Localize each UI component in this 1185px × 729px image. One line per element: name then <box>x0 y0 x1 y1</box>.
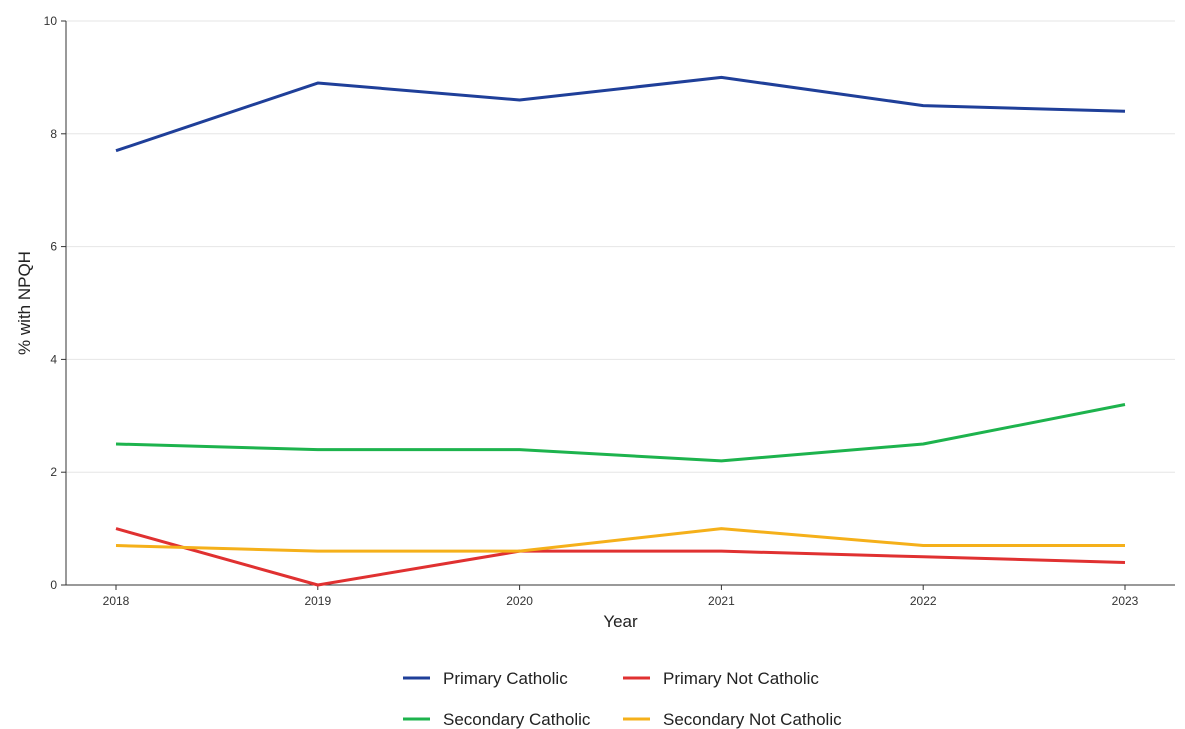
legend-item-secondary-not-catholic: Secondary Not Catholic <box>623 710 842 729</box>
legend-label: Secondary Not Catholic <box>663 710 842 729</box>
x-tick-label: 2021 <box>708 594 735 608</box>
x-tick-label: 2020 <box>506 594 533 608</box>
y-tick-label: 0 <box>50 578 57 592</box>
series-lines <box>116 77 1125 585</box>
series-line-primary-not-catholic <box>116 529 1125 585</box>
y-axis-title: % with NPQH <box>15 251 34 355</box>
legend-item-primary-not-catholic: Primary Not Catholic <box>623 669 819 688</box>
series-secondary-not-catholic <box>116 529 1125 552</box>
y-tick-label: 10 <box>44 14 58 28</box>
y-tick-label: 8 <box>50 127 57 141</box>
y-tick-label: 2 <box>50 465 57 479</box>
axes <box>66 21 1175 585</box>
legend-label: Primary Not Catholic <box>663 669 819 688</box>
series-line-secondary-not-catholic <box>116 529 1125 552</box>
legend-label: Secondary Catholic <box>443 710 591 729</box>
legend-item-primary-catholic: Primary Catholic <box>403 669 568 688</box>
x-tick-label: 2022 <box>910 594 937 608</box>
x-axis-ticks: 2018 2019 2020 2021 2022 2023 <box>103 585 1139 608</box>
y-tick-label: 4 <box>50 352 57 366</box>
x-axis-title: Year <box>603 612 638 631</box>
x-tick-label: 2018 <box>103 594 130 608</box>
legend: Primary Catholic Primary Not Catholic Seco… <box>403 669 842 729</box>
series-primary-not-catholic <box>116 529 1125 585</box>
legend-label: Primary Catholic <box>443 669 568 688</box>
series-line-primary-catholic <box>116 77 1125 150</box>
series-line-secondary-catholic <box>116 405 1125 461</box>
series-primary-catholic <box>116 77 1125 150</box>
legend-item-secondary-catholic: Secondary Catholic <box>403 710 591 729</box>
y-tick-label: 6 <box>50 240 57 254</box>
x-tick-label: 2023 <box>1112 594 1139 608</box>
x-tick-label: 2019 <box>304 594 331 608</box>
series-secondary-catholic <box>116 405 1125 461</box>
y-axis-ticks: 0 2 4 6 8 10 <box>44 14 66 592</box>
